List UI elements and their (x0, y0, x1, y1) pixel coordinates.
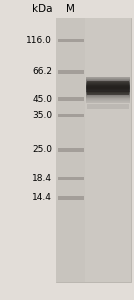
Bar (86, 98, 130, 99)
Bar (58, 38, 84, 42)
Bar (86, 100, 130, 101)
Bar (86, 79, 130, 80)
Bar (86, 86, 130, 87)
Bar (86, 92, 130, 93)
Bar (58, 97, 84, 100)
Bar (58, 196, 84, 200)
Bar (58, 113, 84, 117)
Text: 18.4: 18.4 (32, 174, 52, 183)
Bar (86, 95, 130, 96)
Bar (86, 83, 130, 84)
Bar (86, 102, 130, 103)
Text: 25.0: 25.0 (32, 146, 52, 154)
Bar (85, 18, 131, 282)
Bar (86, 97, 130, 98)
Bar (58, 148, 84, 152)
Bar (86, 81, 130, 82)
Bar (86, 99, 130, 100)
Text: 66.2: 66.2 (32, 68, 52, 76)
Bar (86, 89, 130, 90)
Text: M: M (66, 4, 75, 14)
Bar (56, 18, 131, 282)
Bar (86, 91, 130, 92)
Bar (86, 84, 130, 85)
Bar (86, 82, 130, 83)
Bar (86, 77, 130, 78)
Text: 35.0: 35.0 (32, 111, 52, 120)
Bar (86, 93, 130, 94)
Bar (86, 88, 130, 89)
Bar (86, 87, 130, 88)
Bar (86, 101, 130, 102)
Text: 45.0: 45.0 (32, 94, 52, 103)
Bar (87, 81, 129, 95)
Bar (58, 70, 84, 74)
Bar (86, 94, 130, 95)
Text: 14.4: 14.4 (32, 194, 52, 202)
Bar (86, 96, 130, 97)
Bar (87, 104, 129, 109)
Bar (86, 85, 130, 86)
Text: kDa: kDa (32, 4, 52, 14)
Bar (86, 78, 130, 79)
Text: 116.0: 116.0 (26, 36, 52, 45)
Bar (86, 80, 130, 81)
Bar (86, 90, 130, 91)
Bar (56, 18, 85, 282)
Bar (58, 177, 84, 180)
